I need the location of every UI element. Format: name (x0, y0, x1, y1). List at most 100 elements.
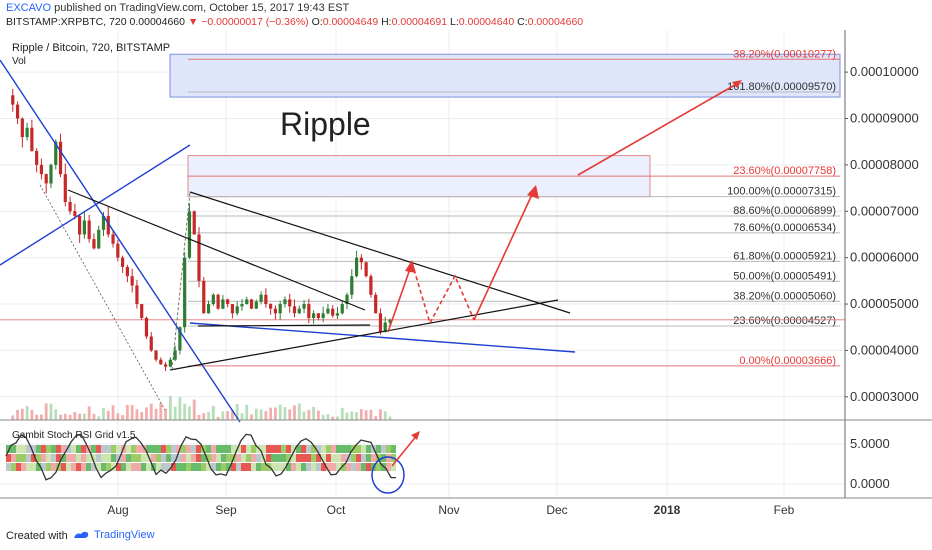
stoch-grid-cell (291, 454, 296, 462)
stoch-grid-cell (26, 445, 31, 453)
stoch-grid-cell (276, 463, 281, 471)
volume-bar (73, 412, 77, 420)
chart-title: Ripple / Bitcoin, 720, BITSTAMP (12, 42, 170, 54)
tradingview-link[interactable]: TradingView (72, 529, 155, 541)
stoch-grid-cell (246, 454, 251, 462)
x-tick-label: Aug (107, 503, 128, 517)
stoch-grid-cell (66, 445, 71, 453)
stoch-grid-cell (266, 445, 271, 453)
x-tick-label: Oct (327, 503, 346, 517)
fib-label: 0.00%(0.00003666) (739, 355, 836, 367)
candle-body (254, 301, 258, 309)
stoch-grid-cell (361, 454, 366, 462)
stoch-grid-cell (211, 454, 216, 462)
candle-body (25, 127, 29, 138)
stoch-grid-cell (316, 445, 321, 453)
stoch-grid-cell (311, 445, 316, 453)
price-chart[interactable]: 0.00%(0.00003666) 23.60%(0.00004527) 38.20… (0, 30, 932, 525)
author-link[interactable]: EXCAVO (6, 2, 52, 14)
change-text: −0.00000017 (−0.36%) (201, 16, 309, 28)
fib-label: 50.00%(0.00005491) (733, 270, 836, 282)
stoch-grid-cell (61, 445, 66, 453)
stoch-grid-cell (136, 463, 141, 471)
volume-bar (312, 406, 315, 420)
stoch-grid-cell (371, 454, 376, 462)
chart-header: EXCAVO published on TradingView.com, Oct… (0, 0, 932, 30)
candle-body (264, 294, 268, 305)
volume-bar (355, 412, 358, 420)
stoch-grid-cell (131, 445, 136, 453)
candle-body (49, 164, 53, 184)
candle-body (97, 229, 101, 249)
candle-body (374, 294, 378, 314)
stoch-grid-cell (101, 454, 106, 462)
stoch-grid-cell (86, 463, 91, 471)
trend-drawings (0, 59, 742, 423)
tradingview-brand: TradingView (94, 529, 155, 541)
stoch-grid-cell (111, 463, 116, 471)
close-value: 0.00004660 (527, 16, 584, 28)
volume-bar (207, 412, 210, 420)
volume-bar (259, 409, 263, 420)
volume-bar (44, 403, 48, 420)
stoch-grid-cell (386, 454, 391, 462)
stoch-grid-cell (221, 445, 226, 453)
stoch-grid-cell (146, 463, 151, 471)
stoch-grid-cell (256, 454, 261, 462)
volume-bar (235, 403, 239, 420)
stoch-grid-cell (246, 463, 251, 471)
candle-body (130, 276, 134, 286)
stoch-grid-cell (271, 463, 276, 471)
volume-bar (68, 414, 72, 420)
stoch-grid-cell (186, 463, 191, 471)
volume-bar (264, 411, 268, 420)
stoch-grid-cell (61, 463, 66, 471)
candles (11, 88, 392, 372)
candle-body (302, 304, 306, 309)
candle-body (383, 322, 387, 332)
stoch-grid-cell (196, 445, 201, 453)
candle-body (140, 304, 144, 318)
stoch-grid-cell (26, 463, 31, 471)
stoch-grid-cell (16, 463, 21, 471)
stoch-rsi-panel: 5.0000 0.0000 (0, 431, 890, 494)
volume-bar (240, 413, 244, 420)
stoch-grid-cell (176, 445, 181, 453)
ind-red-arrow-head (411, 431, 420, 440)
candle-body (378, 313, 383, 332)
stoch-grid-cell (151, 445, 156, 453)
candle-body (78, 215, 82, 235)
volume-bar (326, 414, 330, 420)
candle-body (259, 294, 263, 302)
candle-body (316, 313, 320, 318)
stoch-grid-cell (326, 445, 331, 453)
candle-body (216, 294, 220, 309)
stoch-grid-cell (111, 454, 116, 462)
stoch-grid-cell (21, 454, 26, 462)
volume-bar (140, 411, 144, 420)
stoch-grid-cell (171, 445, 176, 453)
candle-body (345, 294, 349, 305)
stoch-grid-cell (376, 445, 381, 453)
candle-body (197, 234, 201, 281)
fib-label: 23.60%(0.00004527) (733, 315, 836, 327)
volume-bar (359, 409, 363, 420)
stoch-grid-cell (226, 445, 231, 453)
candle-body (331, 308, 335, 316)
stoch-grid-cell (366, 445, 371, 453)
stoch-grid-cell (351, 454, 356, 462)
volume-bar (216, 416, 220, 420)
stoch-grid-cell (106, 454, 111, 462)
volume-bar (345, 412, 349, 420)
stoch-grid-cell (196, 463, 201, 471)
volume-bar (92, 413, 96, 420)
stoch-grid-cell (226, 454, 231, 462)
x-tick-label: Nov (438, 503, 459, 517)
dotted-drop-line (39, 184, 166, 411)
candle-body (240, 304, 244, 307)
volume-bar (30, 410, 34, 420)
candle-body (135, 285, 139, 305)
fib-label: 38.20%(0.00005060) (733, 290, 836, 302)
stoch-grid-cell (141, 454, 146, 462)
high-label: H: (381, 16, 392, 28)
